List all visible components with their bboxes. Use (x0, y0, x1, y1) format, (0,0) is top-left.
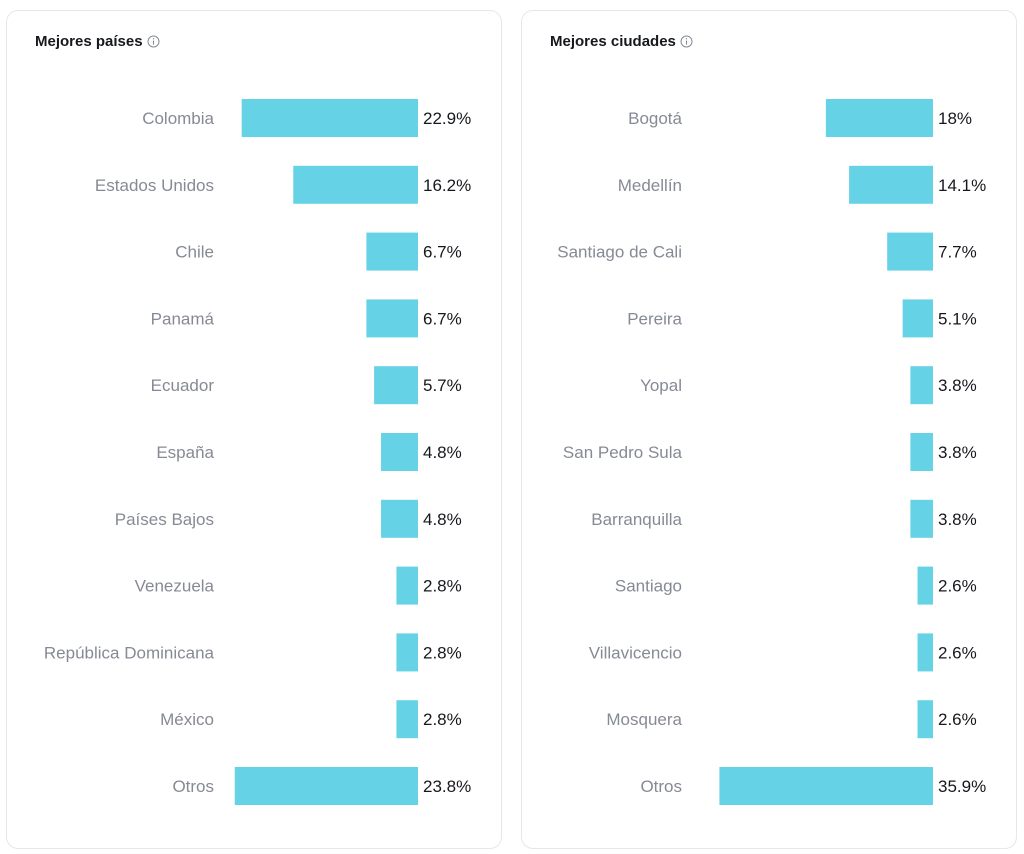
category-label: Medellín (618, 176, 682, 195)
value-label: 5.7% (423, 376, 462, 395)
card-header: Mejores países (35, 33, 160, 50)
category-label: Yopal (640, 376, 682, 395)
bar[interactable] (374, 366, 418, 405)
bar[interactable] (241, 99, 418, 137)
value-label: 2.6% (938, 710, 977, 729)
value-label: 6.7% (423, 243, 462, 262)
value-label: 16.2% (423, 176, 471, 195)
bar[interactable] (366, 299, 418, 338)
value-label: 4.8% (423, 510, 462, 529)
bar[interactable] (825, 99, 933, 137)
value-label: 2.8% (423, 643, 462, 662)
bar[interactable] (917, 633, 933, 672)
top-countries-card: Mejores países Colombia 22.9% Estados Unid… (6, 10, 502, 849)
category-label: Mosquera (606, 710, 682, 729)
bar[interactable] (910, 499, 933, 538)
cities-bar-chart: Bogotá 18% Medellín 14.1% Santiago de Cali 7.… (557, 99, 986, 805)
value-label: 2.6% (938, 577, 977, 596)
bar[interactable] (234, 767, 418, 805)
category-label: Chile (175, 243, 214, 262)
category-label: Estados Unidos (95, 176, 214, 195)
bar[interactable] (396, 633, 418, 672)
category-label: Otros (172, 777, 214, 796)
bar[interactable] (849, 165, 933, 204)
value-label: 4.8% (423, 443, 462, 462)
value-label: 35.9% (938, 777, 986, 796)
category-label: San Pedro Sula (563, 443, 683, 462)
value-label: 2.8% (423, 710, 462, 729)
category-label: Santiago (615, 577, 682, 596)
bar[interactable] (381, 433, 418, 471)
bar[interactable] (293, 165, 418, 204)
top-cities-card: Mejores ciudades Bogotá 18% Medellín 14.1% S… (521, 10, 1017, 849)
category-label: Pereira (627, 309, 682, 328)
info-icon[interactable] (147, 35, 160, 48)
category-label: República Dominicana (44, 643, 215, 662)
countries-bar-chart: Colombia 22.9% Estados Unidos 16.2% Chile 6.7… (44, 99, 471, 805)
category-label: Bogotá (628, 109, 682, 128)
bar[interactable] (910, 433, 933, 471)
value-label: 3.8% (938, 443, 977, 462)
value-label: 3.8% (938, 510, 977, 529)
category-label: Colombia (142, 109, 214, 128)
bar[interactable] (381, 499, 418, 538)
category-label: España (156, 443, 214, 462)
category-label: Santiago de Cali (557, 243, 682, 262)
bar[interactable] (396, 700, 418, 739)
value-label: 18% (938, 109, 972, 128)
category-label: Venezuela (135, 577, 215, 596)
bar[interactable] (719, 767, 933, 805)
category-label: Panamá (151, 309, 215, 328)
bar[interactable] (396, 566, 418, 605)
value-label: 23.8% (423, 777, 471, 796)
category-label: Otros (640, 777, 682, 796)
value-label: 6.7% (423, 309, 462, 328)
value-label: 5.1% (938, 309, 977, 328)
card-header: Mejores ciudades (550, 33, 693, 50)
bar[interactable] (910, 366, 933, 405)
category-label: Barranquilla (591, 510, 682, 529)
value-label: 2.6% (938, 643, 977, 662)
bar[interactable] (366, 232, 418, 271)
card-title: Mejores países (35, 33, 143, 50)
category-label: Países Bajos (115, 510, 214, 529)
value-label: 3.8% (938, 376, 977, 395)
card-title: Mejores ciudades (550, 33, 676, 50)
value-label: 22.9% (423, 109, 471, 128)
bar[interactable] (917, 566, 933, 605)
bar[interactable] (902, 299, 933, 338)
value-label: 7.7% (938, 243, 977, 262)
category-label: México (160, 710, 214, 729)
info-icon[interactable] (680, 35, 693, 48)
value-label: 2.8% (423, 577, 462, 596)
value-label: 14.1% (938, 176, 986, 195)
bar[interactable] (887, 232, 933, 271)
category-label: Villavicencio (589, 643, 682, 662)
bar[interactable] (917, 700, 933, 739)
category-label: Ecuador (151, 376, 215, 395)
